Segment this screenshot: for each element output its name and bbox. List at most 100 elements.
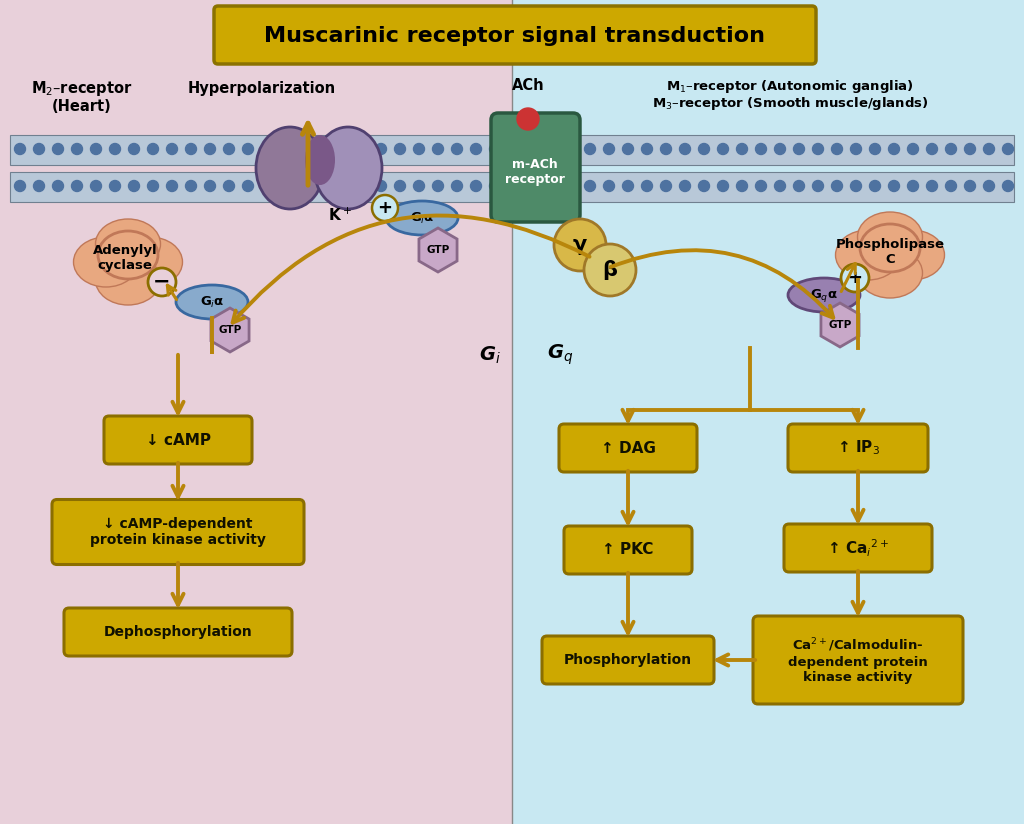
Circle shape (517, 108, 539, 130)
Circle shape (907, 180, 919, 191)
Ellipse shape (314, 127, 382, 209)
Circle shape (223, 180, 234, 191)
Circle shape (983, 143, 994, 155)
FancyBboxPatch shape (564, 526, 692, 574)
Text: +: + (848, 269, 862, 287)
Circle shape (945, 143, 956, 155)
Circle shape (167, 143, 177, 155)
Circle shape (983, 180, 994, 191)
Text: ↓ cAMP-dependent
protein kinase activity: ↓ cAMP-dependent protein kinase activity (90, 517, 266, 547)
Circle shape (603, 143, 614, 155)
Circle shape (547, 143, 557, 155)
Circle shape (680, 143, 690, 155)
Text: m-ACh
receptor: m-ACh receptor (505, 158, 565, 186)
Circle shape (718, 143, 728, 155)
Polygon shape (821, 303, 859, 347)
Circle shape (603, 180, 614, 191)
Text: Adenylyl
cyclase: Adenylyl cyclase (93, 244, 158, 272)
Circle shape (147, 143, 159, 155)
Circle shape (698, 180, 710, 191)
Circle shape (756, 180, 767, 191)
Text: M$_3$–receptor (Smooth muscle/glands): M$_3$–receptor (Smooth muscle/glands) (651, 95, 929, 111)
Ellipse shape (95, 219, 161, 269)
Circle shape (90, 143, 101, 155)
Circle shape (641, 180, 652, 191)
Text: GTP: GTP (426, 245, 450, 255)
Circle shape (489, 180, 501, 191)
Circle shape (660, 143, 672, 155)
Circle shape (756, 143, 767, 155)
Circle shape (698, 143, 710, 155)
Circle shape (1002, 180, 1014, 191)
Circle shape (243, 180, 254, 191)
Bar (512, 0, 1024, 824)
FancyBboxPatch shape (63, 608, 292, 656)
Circle shape (736, 143, 748, 155)
Circle shape (680, 180, 690, 191)
Circle shape (889, 143, 899, 155)
Circle shape (281, 143, 292, 155)
Text: Hyperpolarization: Hyperpolarization (188, 81, 336, 96)
Ellipse shape (386, 201, 458, 235)
Circle shape (907, 143, 919, 155)
Circle shape (34, 143, 44, 155)
Ellipse shape (74, 237, 138, 287)
Ellipse shape (95, 255, 161, 305)
Circle shape (432, 180, 443, 191)
Circle shape (52, 143, 63, 155)
FancyBboxPatch shape (788, 424, 928, 472)
Circle shape (565, 180, 577, 191)
Bar (10, 135, 1014, 165)
Circle shape (356, 143, 368, 155)
Circle shape (774, 143, 785, 155)
Polygon shape (211, 308, 249, 352)
Circle shape (167, 180, 177, 191)
Circle shape (927, 143, 938, 155)
Circle shape (841, 264, 869, 292)
Circle shape (14, 143, 26, 155)
Circle shape (110, 180, 121, 191)
Ellipse shape (118, 237, 182, 287)
Circle shape (14, 180, 26, 191)
Ellipse shape (305, 135, 335, 185)
Text: ↑ PKC: ↑ PKC (602, 542, 653, 558)
Circle shape (1002, 143, 1014, 155)
Circle shape (527, 180, 539, 191)
Ellipse shape (857, 248, 923, 298)
Circle shape (623, 180, 634, 191)
Circle shape (128, 143, 139, 155)
Circle shape (452, 180, 463, 191)
Ellipse shape (860, 224, 920, 272)
Circle shape (585, 143, 596, 155)
Circle shape (851, 143, 861, 155)
Circle shape (261, 143, 272, 155)
Circle shape (812, 180, 823, 191)
Circle shape (470, 180, 481, 191)
FancyBboxPatch shape (559, 424, 697, 472)
Text: Phospholipase
C: Phospholipase C (836, 238, 944, 266)
Circle shape (794, 180, 805, 191)
Circle shape (945, 180, 956, 191)
Circle shape (414, 180, 425, 191)
Circle shape (774, 180, 785, 191)
Text: Muscarinic receptor signal transduction: Muscarinic receptor signal transduction (264, 26, 766, 46)
Circle shape (338, 143, 348, 155)
Text: ↑ IP$_3$: ↑ IP$_3$ (837, 438, 880, 457)
Text: K$^+$: K$^+$ (328, 206, 352, 223)
Text: G$_i$: G$_i$ (479, 344, 501, 366)
Text: M$_2$–receptor: M$_2$–receptor (32, 78, 133, 97)
Text: ↓ cAMP: ↓ cAMP (145, 433, 211, 447)
Circle shape (205, 180, 215, 191)
Ellipse shape (256, 127, 324, 209)
Text: −: − (154, 272, 171, 292)
Circle shape (623, 143, 634, 155)
Circle shape (261, 180, 272, 191)
Text: γ: γ (572, 235, 587, 255)
Bar (0, 0, 512, 824)
FancyBboxPatch shape (52, 499, 304, 564)
Text: M$_1$–receptor (Autonomic ganglia): M$_1$–receptor (Autonomic ganglia) (667, 77, 913, 95)
Circle shape (34, 180, 44, 191)
Circle shape (299, 180, 310, 191)
Circle shape (148, 268, 176, 296)
Circle shape (584, 244, 636, 296)
